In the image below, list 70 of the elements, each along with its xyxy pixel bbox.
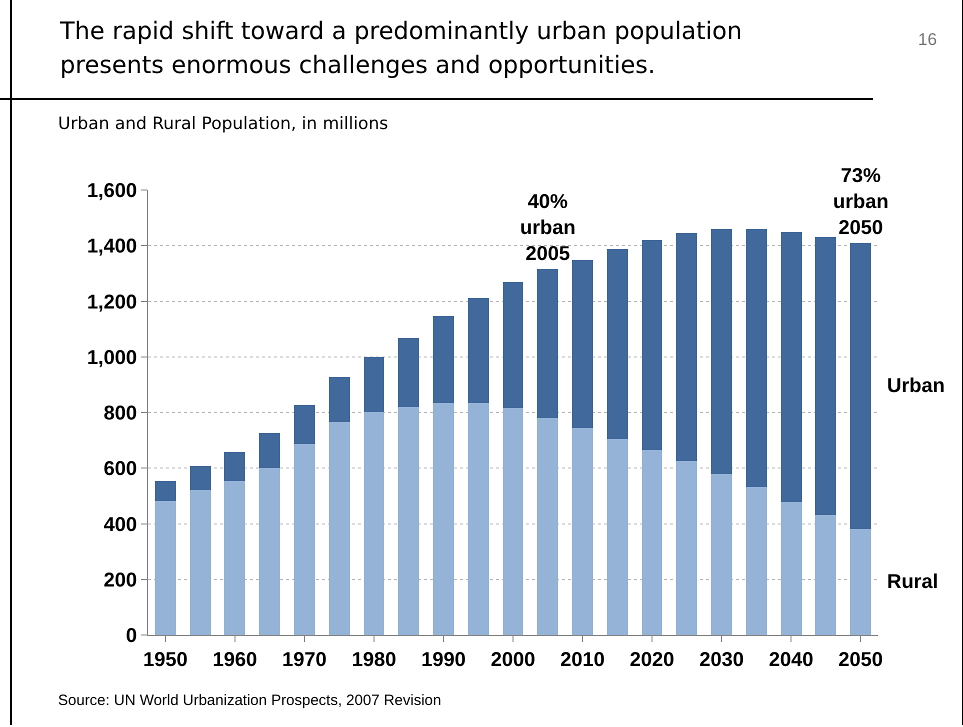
bar [676,233,697,461]
x-tick-label: 2050 [838,649,883,671]
source-note: Source: UN World Urbanization Prospects, 2007 Revision [58,692,442,709]
bar [433,403,454,635]
bar [190,466,211,490]
bar [850,529,871,635]
bar [259,433,280,468]
series-label: Rural [887,571,938,593]
x-tick-label: 1980 [352,649,396,671]
chart-subtitle: Urban and Rural Population, in millions [58,114,388,134]
bar [676,461,697,635]
bar [190,490,211,635]
bar [503,282,523,408]
bar [607,439,628,635]
bar [294,405,315,444]
bar [364,412,384,635]
bar [468,298,489,403]
bar [607,249,628,439]
bar [259,468,280,635]
bar [224,481,245,635]
bar [781,502,802,635]
y-tick-label: 400 [104,514,137,536]
x-tick-label: 2010 [560,649,605,671]
bar [781,232,802,502]
x-tick-label: 2020 [630,649,674,671]
bar [572,428,593,635]
y-tick-label: 1,000 [86,346,137,369]
bar [746,487,767,635]
bar [503,408,523,635]
annotation: 73% urban 2050 [833,165,889,239]
y-tick-label: 0 [126,625,137,647]
bar [850,243,871,529]
bar [537,269,558,418]
y-tick-label: 1,600 [86,180,137,202]
bar [572,260,593,428]
bar [398,407,419,635]
x-tick-label: 2000 [490,649,536,671]
chart-title: The rapid shift toward a predominantly urban population presents enormous challenges and opportunities. [60,16,744,81]
text: 16 [918,30,937,50]
bar [364,357,384,412]
bar [711,229,732,474]
bar [746,229,767,487]
bar [433,316,454,403]
x-tick-label: 1970 [282,649,327,671]
y-tick-label: 200 [104,569,137,592]
bar [224,452,245,481]
y-tick-label: 1,400 [86,236,137,258]
x-tick-label: 1990 [421,649,466,671]
bar [815,237,836,515]
bar [642,240,662,450]
x-tick-label: 2040 [768,649,814,671]
bar [155,501,176,635]
bar [711,474,732,635]
bar [468,403,489,635]
annotation: 40% urban 2005 [520,191,576,265]
bar [642,450,662,635]
series-label: Urban [887,375,945,397]
bar [329,377,350,422]
y-tick-label: 600 [104,458,137,480]
bar [815,515,836,635]
bar [329,422,350,635]
x-tick-label: 1950 [143,649,188,671]
x-tick-label: 1960 [212,649,258,671]
bar [155,481,176,501]
bar [537,418,558,635]
bar [398,338,419,407]
y-tick-label: 800 [104,402,137,424]
bar [294,444,315,635]
x-tick-label: 2030 [699,649,744,671]
y-tick-label: 1,200 [86,291,137,314]
